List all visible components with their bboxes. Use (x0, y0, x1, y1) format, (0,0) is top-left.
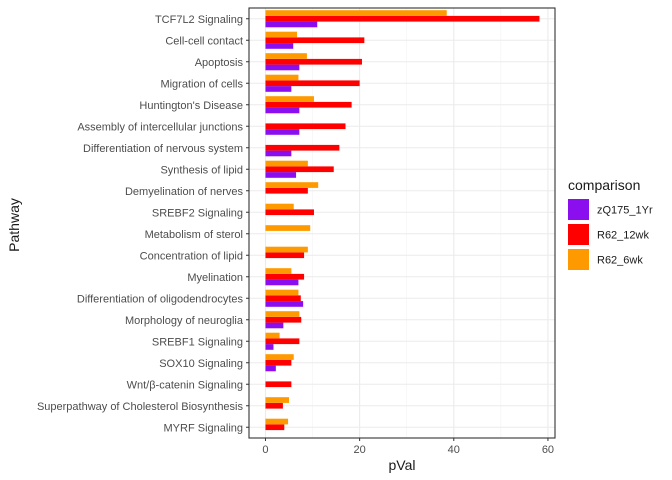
legend-title: comparison (568, 177, 640, 193)
y-tick-label: Wnt/β-catenin Signaling (127, 379, 243, 391)
bar-zQ175_1Yr-3 (265, 86, 292, 92)
bar-zQ175_1Yr-2 (265, 64, 300, 71)
y-tick-label: Morphology of neuroglia (125, 315, 244, 327)
bar-zQ175_1Yr-4 (265, 107, 300, 114)
y-tick-label: Synthesis of lipid (160, 164, 243, 176)
legend-key-R62_6wk (568, 249, 589, 270)
bar-R62_12wk-12 (265, 273, 305, 280)
bar-zQ175_1Yr-0 (265, 21, 318, 28)
y-tick-label: Differentiation of nervous system (83, 143, 243, 155)
y-tick-label: Migration of cells (160, 78, 243, 90)
y-tick-label: SOX10 Signaling (159, 358, 243, 370)
bar-R62_12wk-9 (265, 209, 314, 216)
y-tick-label: MYRF Signaling (164, 422, 243, 434)
legend-key-zQ175_1Yr (568, 199, 589, 220)
bar-zQ175_1Yr-1 (265, 43, 294, 49)
bar-R62_6wk-11 (265, 246, 308, 253)
bar-R62_12wk-15 (265, 338, 300, 345)
legend: zQ175_1Yr R62_12wk R62_6wk (568, 199, 653, 270)
y-tick-label: Demyelination of nerves (125, 186, 244, 198)
y-axis-tick-labels: TCF7L2 Signaling Cell-cell contact Apoptos… (37, 14, 249, 434)
bar-R62_6wk-15 (265, 332, 280, 339)
x-axis-tick-labels: 0 20 40 60 (262, 438, 554, 456)
y-tick-label: Concentration of lipid (140, 250, 243, 262)
bar-zQ175_1Yr-14 (265, 322, 284, 329)
bars (265, 10, 540, 431)
legend-key-R62_12wk (568, 224, 589, 245)
plot-panel (249, 8, 555, 438)
bar-R62_6wk-10 (265, 225, 311, 231)
bar-R62_12wk-16 (265, 359, 292, 366)
x-tick-label: 20 (354, 444, 366, 456)
y-tick-label: Cell-cell contact (165, 35, 243, 47)
panel-border (248, 7, 556, 439)
bar-R62_6wk-9 (265, 203, 294, 210)
bar-R62_12wk-19 (265, 424, 285, 431)
legend-label-R62_12wk: R62_12wk (597, 230, 649, 242)
bar-R62_6wk-16 (265, 354, 294, 360)
bar-R62_12wk-1 (265, 37, 365, 44)
y-tick-label: Assembly of intercellular junctions (77, 121, 243, 133)
y-tick-label: Huntington's Disease (139, 100, 243, 112)
bar-R62_12wk-5 (265, 123, 346, 130)
bar-zQ175_1Yr-16 (265, 365, 276, 372)
bar-R62_12wk-4 (265, 101, 352, 108)
x-axis-title: pVal (389, 457, 416, 473)
bar-R62_12wk-8 (265, 187, 308, 194)
bar-R62_6wk-12 (265, 268, 292, 274)
y-tick-label: SREBF2 Signaling (152, 207, 243, 219)
x-tick-label: 40 (448, 444, 460, 456)
bar-R62_6wk-8 (265, 182, 319, 188)
x-tick-label: 60 (542, 444, 554, 456)
bar-zQ175_1Yr-15 (265, 344, 274, 350)
bar-R62_12wk-0 (265, 15, 540, 22)
legend-label-R62_6wk: R62_6wk (597, 255, 643, 267)
bar-R62_12wk-6 (265, 144, 340, 151)
bar-R62_6wk-0 (265, 10, 447, 16)
bar-R62_6wk-4 (265, 96, 314, 102)
bar-R62_6wk-13 (265, 289, 299, 296)
bar-R62_6wk-3 (265, 74, 299, 81)
y-tick-label: SREBF1 Signaling (152, 336, 243, 348)
bar-R62_12wk-17 (265, 381, 292, 388)
panel-frame (248, 7, 556, 439)
bar-R62_12wk-13 (265, 295, 301, 302)
bar-R62_6wk-14 (265, 311, 300, 317)
legend-label-zQ175_1Yr: zQ175_1Yr (597, 205, 653, 217)
y-tick-label: Apoptosis (195, 57, 244, 69)
bar-R62_12wk-3 (265, 80, 360, 87)
y-tick-label: Differentiation of oligodendrocytes (77, 293, 244, 305)
y-tick-label: Myelination (187, 272, 243, 284)
bar-zQ175_1Yr-5 (265, 129, 300, 135)
bar-R62_6wk-18 (265, 397, 290, 403)
bar-R62_12wk-11 (265, 252, 305, 259)
x-tick-label: 0 (262, 444, 268, 456)
bar-zQ175_1Yr-6 (265, 150, 292, 157)
bar-R62_6wk-2 (265, 53, 307, 59)
bar-zQ175_1Yr-13 (265, 301, 304, 307)
bar-R62_12wk-7 (265, 166, 334, 173)
y-tick-label: Superpathway of Cholesterol Biosynthesis (37, 401, 244, 413)
y-axis-title: Pathway (6, 198, 22, 252)
bar-R62_12wk-14 (265, 316, 302, 323)
bar-zQ175_1Yr-12 (265, 279, 299, 286)
panel-background (249, 8, 555, 438)
bar-R62_6wk-1 (265, 31, 298, 38)
bar-R62_6wk-7 (265, 160, 308, 167)
y-tick-label: Metabolism of sterol (145, 229, 243, 241)
bar-R62_6wk-19 (265, 418, 289, 425)
bar-R62_12wk-2 (265, 58, 362, 65)
bar-zQ175_1Yr-7 (265, 172, 297, 178)
bar-R62_12wk-18 (265, 402, 283, 409)
y-tick-label: TCF7L2 Signaling (155, 14, 243, 26)
